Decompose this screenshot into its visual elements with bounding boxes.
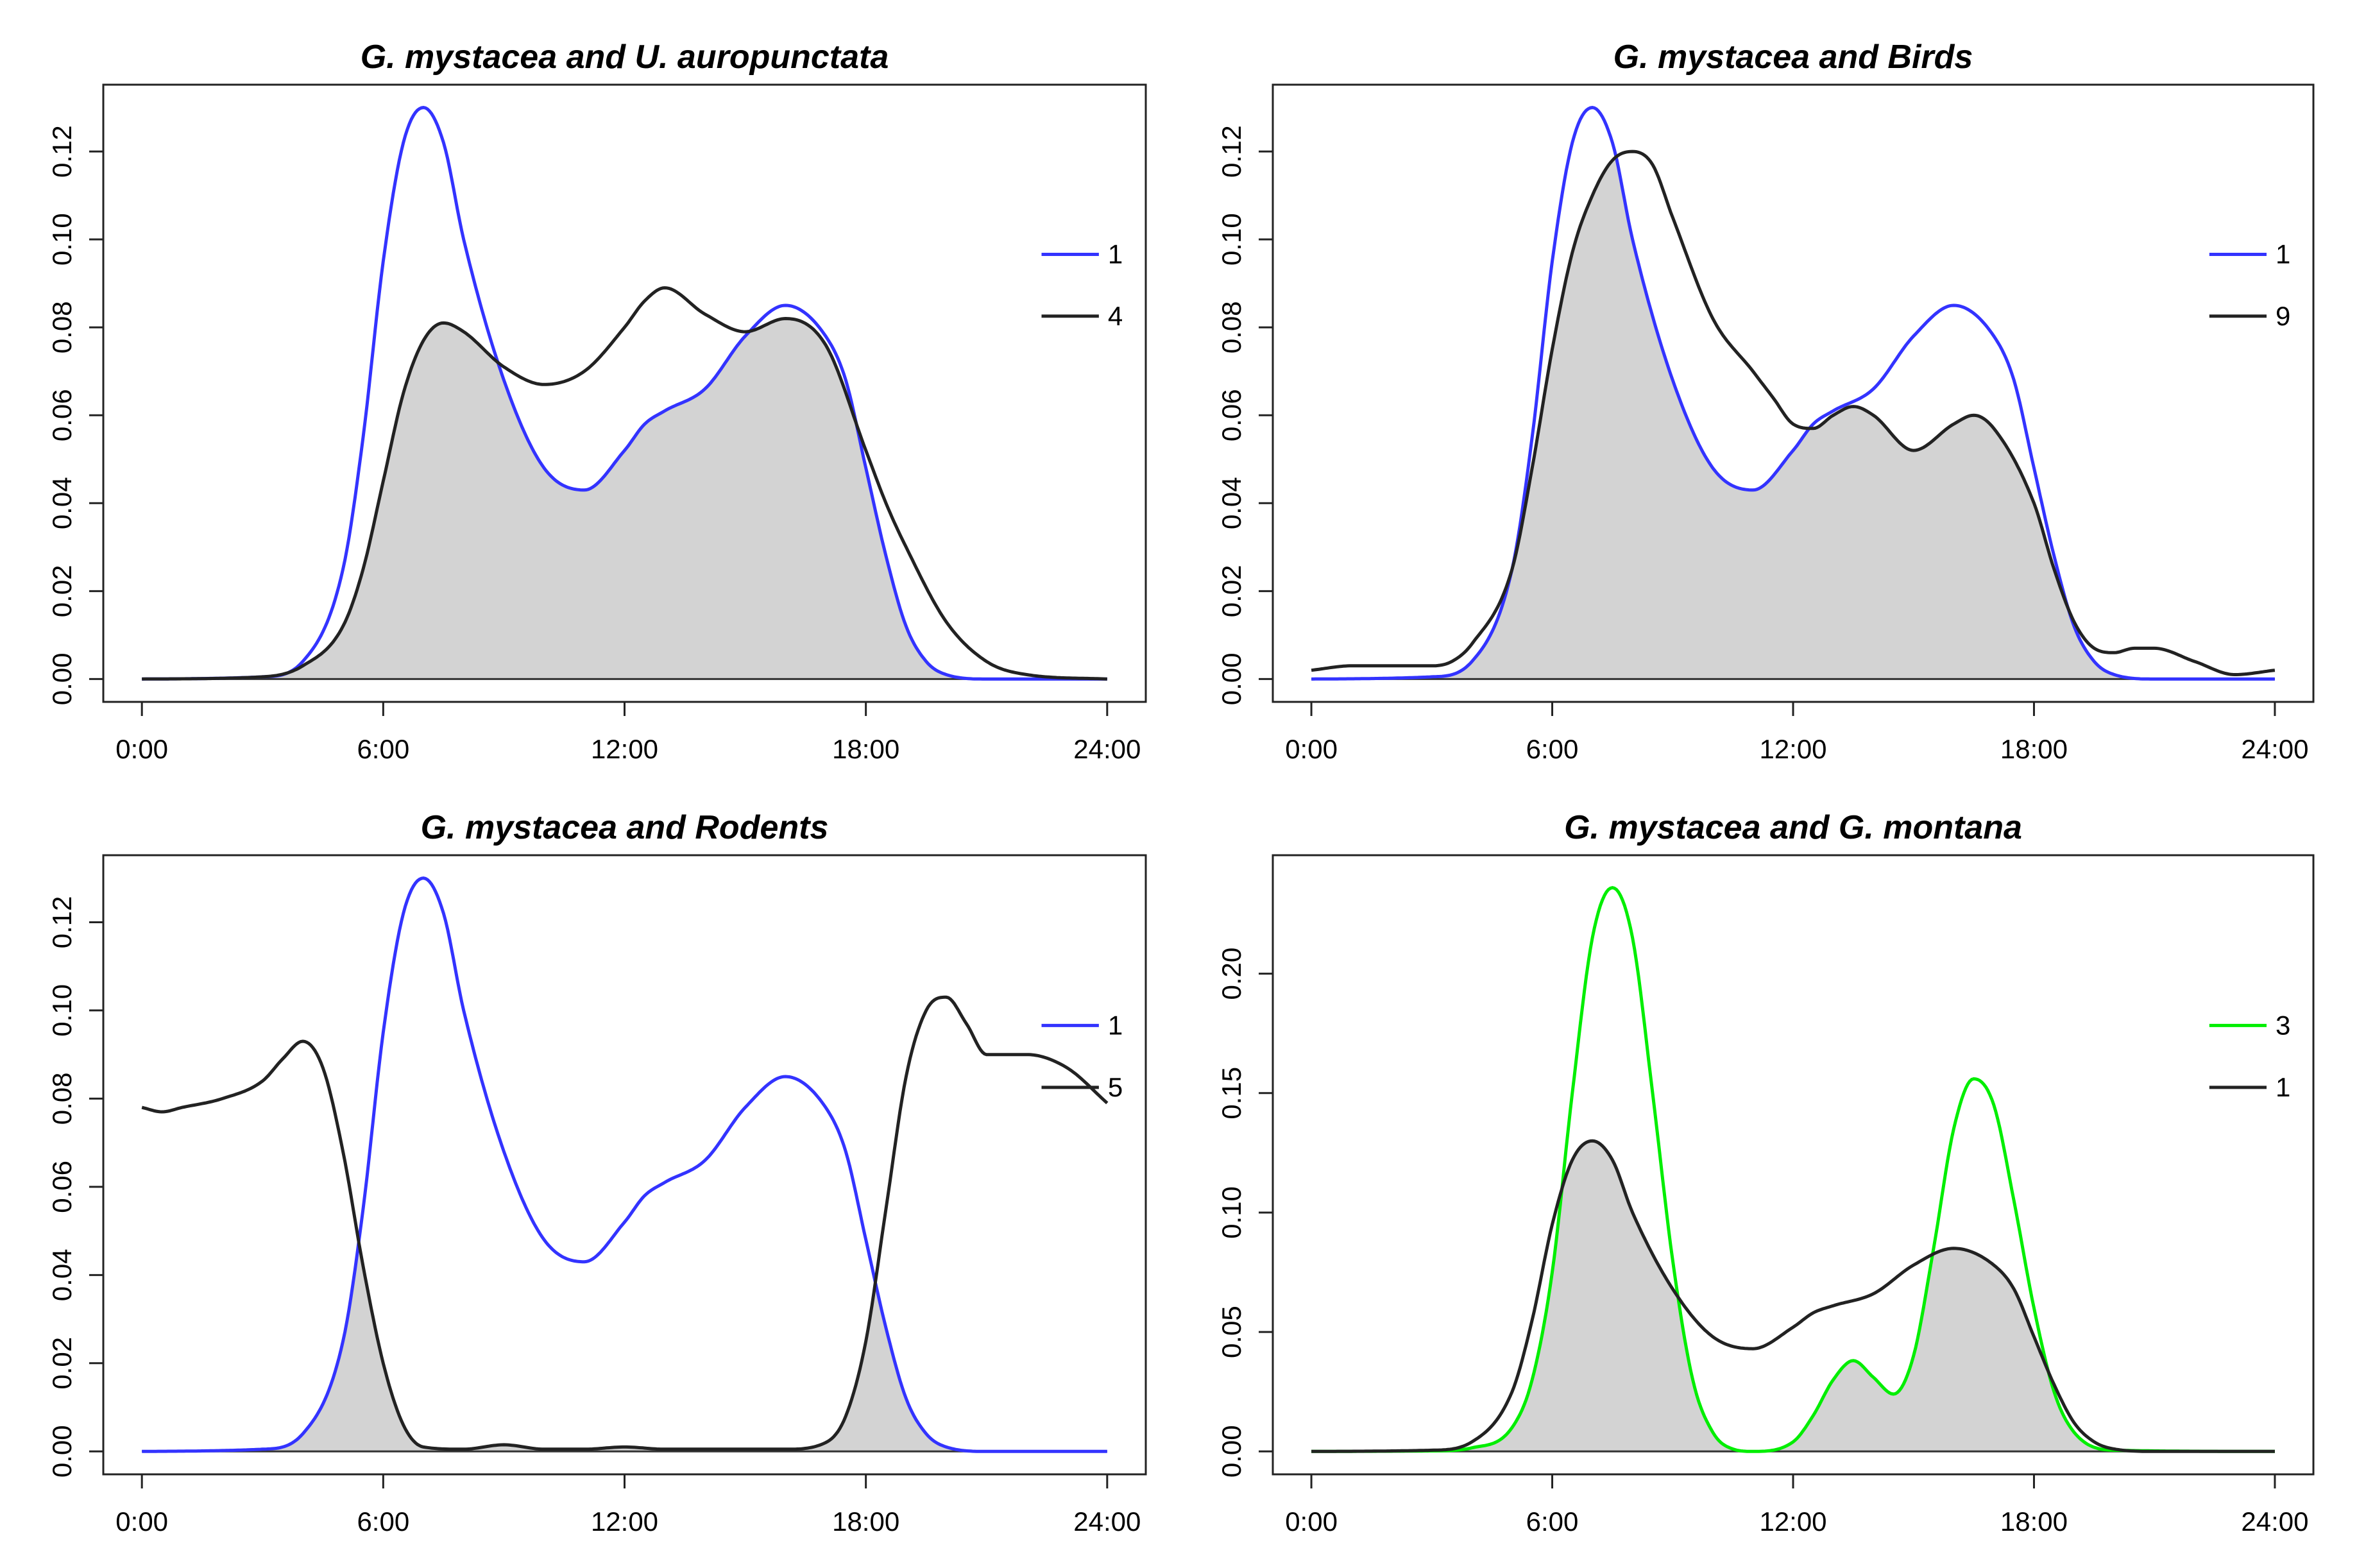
y-tick-label: 0.10 (47, 984, 77, 1037)
x-tick-label: 24:00 (2241, 1506, 2308, 1537)
x-tick-label: 12:00 (1759, 1506, 1826, 1537)
y-tick-label: 0.08 (1216, 301, 1247, 354)
y-tick-label: 0.15 (1216, 1067, 1247, 1120)
x-tick-label: 6:00 (1526, 1506, 1579, 1537)
legend-label: 1 (1108, 239, 1123, 269)
x-tick-label: 18:00 (2000, 1506, 2068, 1537)
legend-label: 3 (2276, 1010, 2290, 1040)
overlap-area (1311, 1141, 2275, 1452)
overlap-area (142, 1243, 1107, 1452)
y-tick-label: 0.04 (47, 1248, 77, 1301)
panel-title: G. mystacea and Birds (1613, 38, 1973, 76)
x-tick-label: 0:00 (1285, 734, 1338, 764)
y-tick-label: 0.12 (1216, 125, 1247, 178)
panel-title: G. mystacea and U. auropunctata (361, 38, 889, 76)
y-tick-label: 0.12 (47, 125, 77, 178)
y-tick-label: 0.02 (47, 565, 77, 617)
panel-title: G. mystacea and G. montana (1564, 809, 2022, 846)
overlap-area (142, 318, 1107, 679)
legend-label: 9 (2276, 301, 2290, 331)
legend-label: 1 (1108, 1010, 1123, 1040)
x-tick-label: 0:00 (115, 734, 168, 764)
y-tick-label: 0.06 (47, 389, 77, 441)
x-tick-label: 24:00 (2241, 734, 2308, 764)
x-tick-label: 6:00 (1526, 734, 1579, 764)
panel-title: G. mystacea and Rodents (421, 809, 829, 846)
y-tick-label: 0.08 (47, 1073, 77, 1125)
x-tick-label: 18:00 (2000, 734, 2068, 764)
series-line-4 (142, 286, 1107, 681)
y-tick-label: 0.00 (1216, 1425, 1247, 1478)
series-line-1 (142, 876, 1107, 1453)
y-tick-label: 0.02 (47, 1337, 77, 1390)
y-tick-label: 0.12 (47, 896, 77, 949)
panel-rodents: G. mystacea and Rodents 0:00 6:00 12:00 18:… (47, 809, 1147, 1537)
panel-u-auropunctata: G. mystacea and U. auropunctata 0:00 6:00… (47, 38, 1147, 764)
series-line-5 (141, 995, 1109, 1451)
x-tick-label: 0:00 (1285, 1506, 1338, 1537)
legend-label: 1 (2276, 239, 2290, 269)
x-tick-label: 0:00 (115, 1506, 168, 1537)
series-line-9 (1311, 149, 2276, 676)
y-tick-label: 0.00 (47, 1425, 77, 1478)
series-line-1 (1311, 106, 2275, 681)
y-tick-label: 0.04 (1216, 477, 1247, 529)
y-tick-label: 0.10 (1216, 213, 1247, 266)
series-line-1 (142, 106, 1107, 681)
legend-label: 5 (1108, 1072, 1123, 1102)
y-tick-label: 0.04 (47, 477, 77, 529)
panel-g-montana: G. mystacea and G. montana 0:00 6:00 12:00… (1216, 809, 2315, 1537)
x-tick-label: 6:00 (357, 734, 409, 764)
x-tick-label: 24:00 (1073, 1506, 1141, 1537)
y-tick-label: 0.00 (1216, 652, 1247, 705)
y-tick-label: 0.00 (47, 652, 77, 705)
legend-label: 4 (1108, 301, 1123, 331)
y-tick-label: 0.10 (47, 213, 77, 266)
overlap-area (1311, 158, 2275, 679)
y-tick-label: 0.08 (47, 301, 77, 354)
y-tick-label: 0.20 (1216, 948, 1247, 1000)
series-line-1 (1311, 1139, 2275, 1453)
y-tick-label: 0.06 (47, 1161, 77, 1213)
legend-label: 1 (2276, 1072, 2290, 1102)
y-tick-label: 0.06 (1216, 389, 1247, 441)
y-tick-label: 0.05 (1216, 1306, 1247, 1358)
y-tick-label: 0.02 (1216, 565, 1247, 617)
x-tick-label: 18:00 (832, 734, 899, 764)
panel-birds: G. mystacea and Birds 0:00 6:00 12:00 18:00… (1216, 38, 2315, 764)
x-tick-label: 18:00 (832, 1506, 899, 1537)
y-tick-label: 0.10 (1216, 1186, 1247, 1239)
x-tick-label: 24:00 (1073, 734, 1141, 764)
x-tick-label: 12:00 (1759, 734, 1826, 764)
x-tick-label: 12:00 (591, 1506, 658, 1537)
x-tick-label: 6:00 (357, 1506, 409, 1537)
x-tick-label: 12:00 (591, 734, 658, 764)
